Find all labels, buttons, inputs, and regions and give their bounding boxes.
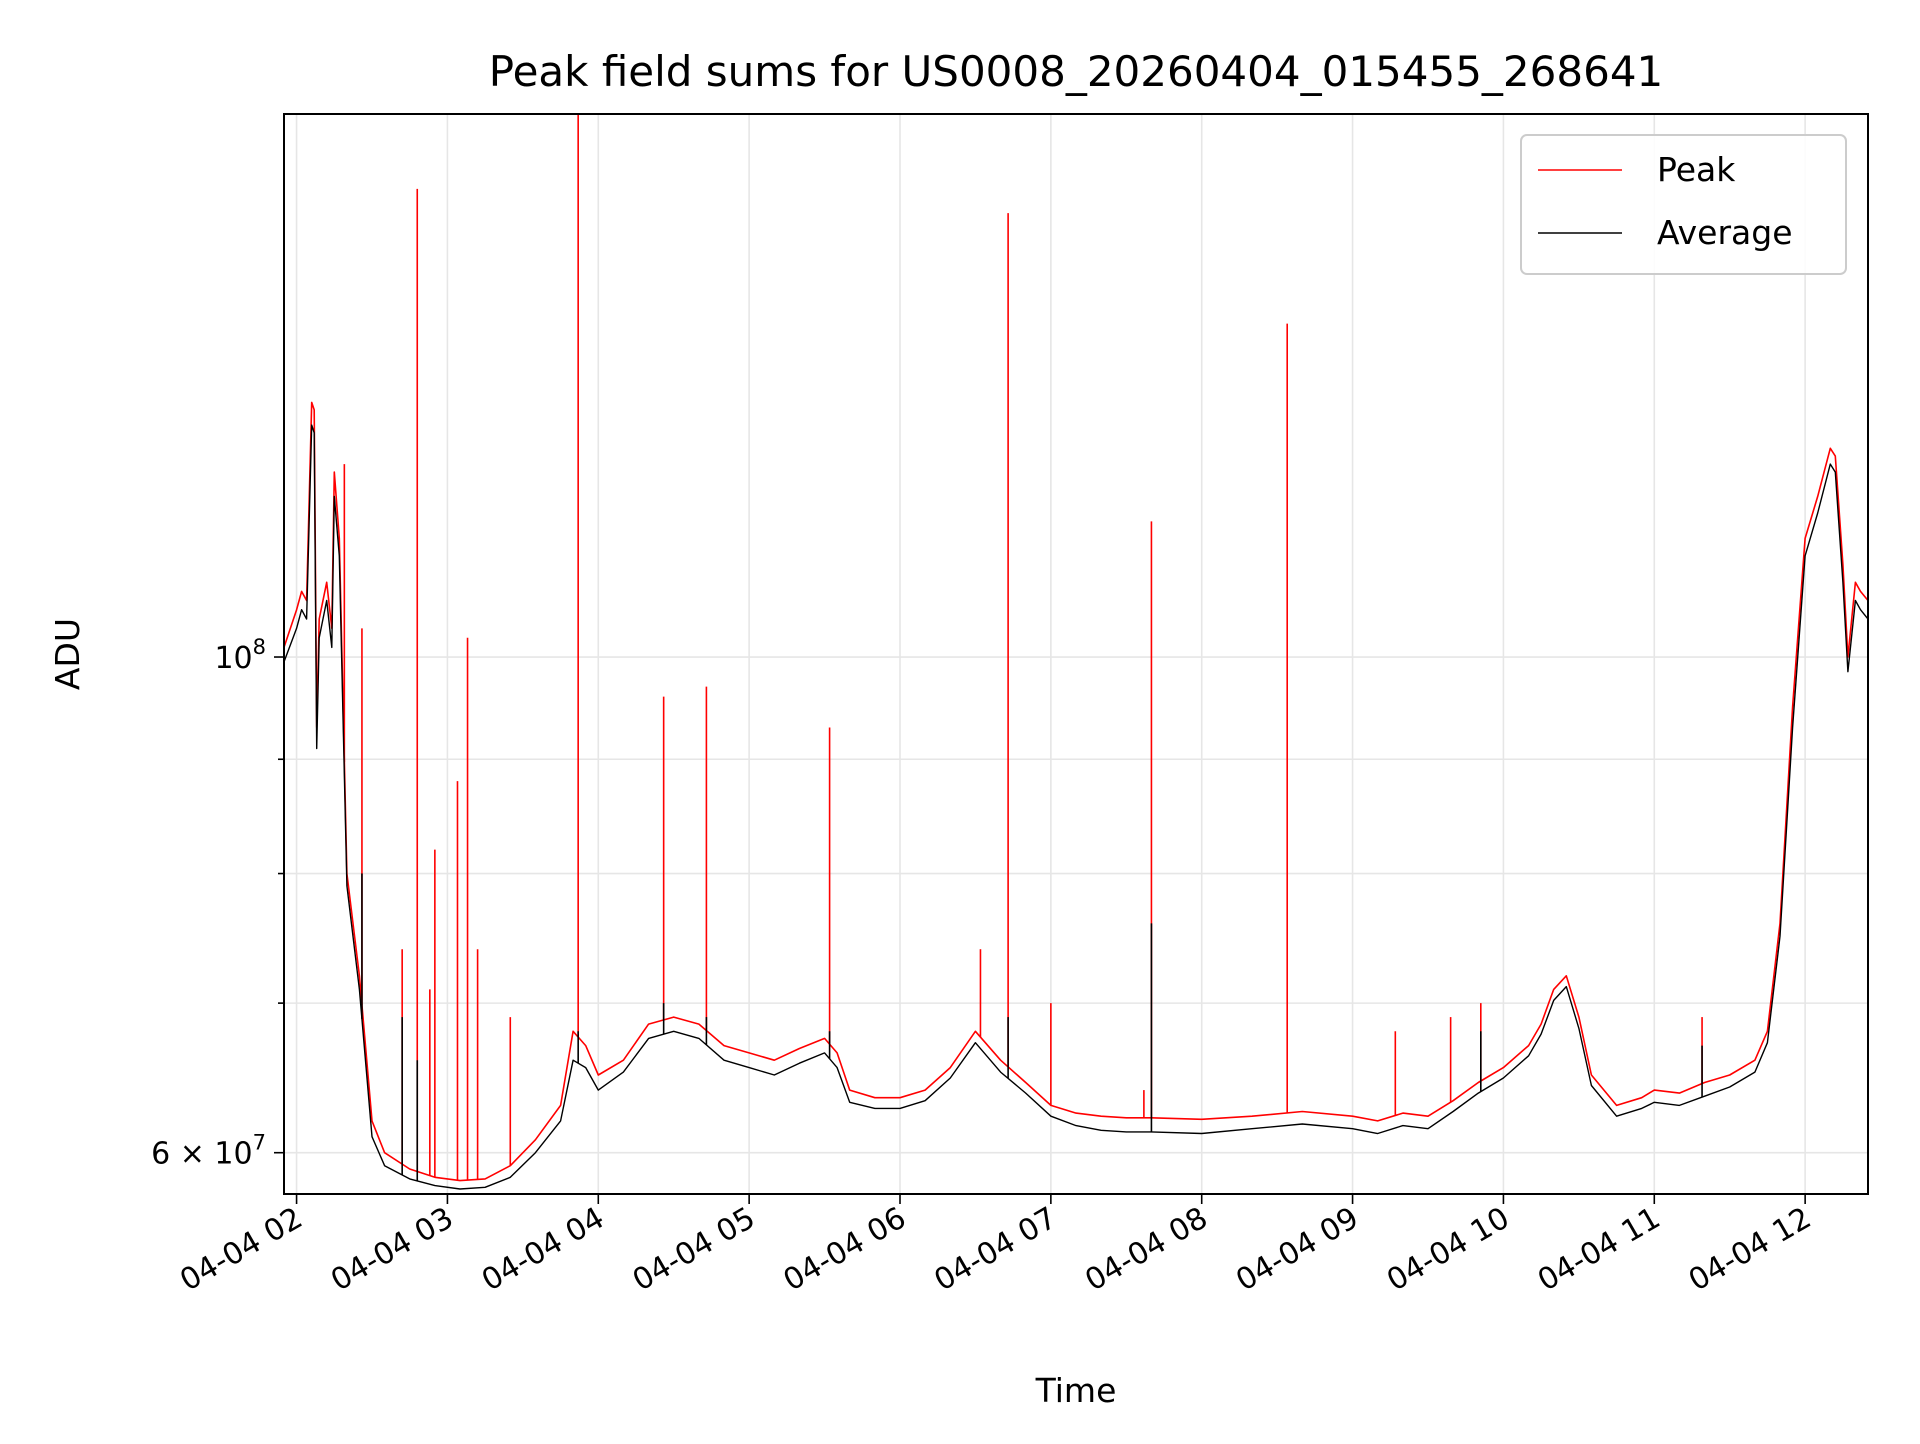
- x-tick-label: 04-04 06: [778, 1201, 912, 1299]
- x-tick-label: 04-04 04: [476, 1201, 610, 1299]
- legend: Peak Average: [1520, 134, 1847, 275]
- x-tick-label: 04-04 09: [1230, 1201, 1364, 1299]
- x-tick-label: 04-04 12: [1683, 1201, 1817, 1299]
- x-axis-label: Time: [1035, 1371, 1117, 1410]
- series-layer: [284, 114, 1868, 1190]
- chart-title: Peak field sums for US0008_20260404_0154…: [489, 47, 1664, 96]
- x-tick-label: 04-04 02: [174, 1201, 308, 1299]
- y-tick-label: 6 × 107: [151, 1131, 266, 1172]
- y-tick-label: 108: [214, 635, 266, 676]
- series-average: [284, 424, 1868, 1190]
- series-line-peak: [284, 401, 1868, 1182]
- tick-layer: 04-04 02 04-04 03 04-04 04 04-04 05 04-04 06…: [151, 635, 1817, 1298]
- plot-frame: [283, 113, 1869, 1195]
- x-tick-label: 04-04 07: [929, 1201, 1063, 1299]
- grid-layer: [284, 114, 1868, 1194]
- y-axis-label: ADU: [48, 618, 87, 690]
- x-tick-label: 04-04 03: [325, 1201, 459, 1299]
- legend-label-peak: Peak: [1657, 150, 1736, 189]
- x-tick-label: 04-04 10: [1381, 1201, 1515, 1299]
- series-peak: [284, 114, 1868, 1182]
- x-tick-label: 04-04 08: [1079, 1201, 1213, 1299]
- series-line-average: [284, 424, 1868, 1190]
- x-tick-label: 04-04 11: [1532, 1201, 1666, 1299]
- x-tick-label: 04-04 05: [627, 1201, 761, 1299]
- legend-label-average: Average: [1657, 213, 1793, 252]
